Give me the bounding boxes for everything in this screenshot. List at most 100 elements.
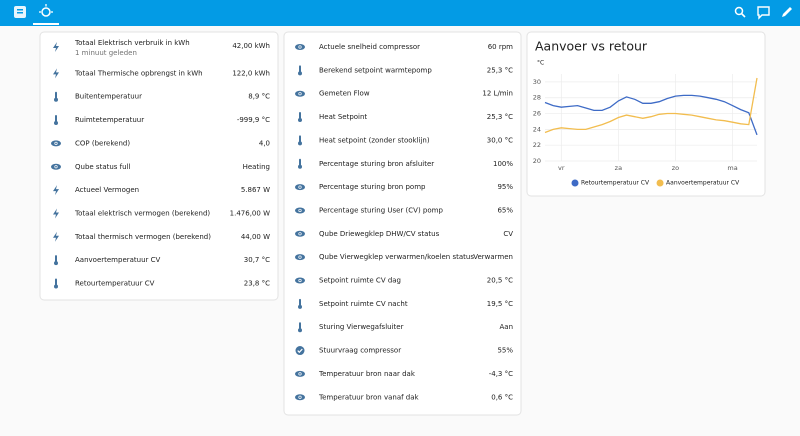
icon-eye — [299, 232, 301, 235]
icon-thermometer — [54, 261, 58, 266]
assist-icon — [757, 6, 770, 20]
entity-name: Qube Vierwegklep verwarmen/koelen status — [319, 253, 474, 261]
icon-thermometer — [298, 118, 302, 123]
entity-value: 44,00 W — [241, 233, 270, 241]
entity-value: 5.867 W — [241, 186, 270, 194]
line-series — [544, 94, 758, 136]
entity-name: Setpoint ruimte CV dag — [319, 277, 401, 285]
legend-swatch — [656, 179, 664, 187]
card — [526, 31, 766, 197]
icon-eye — [299, 186, 301, 189]
entity-value: 25,3 °C — [487, 66, 513, 74]
entity-value: CV — [503, 230, 513, 238]
tab-indicator — [33, 23, 59, 25]
search-icon — [740, 12, 746, 18]
entity-name: Aanvoertemperatuur CV — [75, 256, 161, 264]
y-tick-label: 26 — [533, 110, 541, 118]
entity-value: -999,9 °C — [237, 116, 270, 124]
icon-eye — [299, 373, 301, 375]
entity-value: 4,0 — [259, 139, 270, 147]
x-tick-label: vr — [558, 164, 565, 172]
card — [283, 31, 522, 416]
icon-eye — [299, 256, 301, 259]
search-button[interactable] — [734, 6, 746, 18]
icon-eye — [299, 46, 301, 48]
icon-thermometer — [298, 141, 302, 146]
entity-value: 42,00 kWh — [232, 42, 270, 50]
entity-value: 30,0 °C — [487, 136, 513, 144]
icon-flash — [53, 185, 59, 196]
x-tick-label: ma — [727, 164, 737, 172]
icon-thermometer — [55, 91, 57, 99]
icon-thermometer — [299, 135, 301, 143]
entity-value: 1.476,00 W — [230, 209, 270, 217]
icon-thermometer — [298, 304, 302, 309]
icon-flash — [53, 42, 59, 52]
entity-value: 30,7 °C — [244, 256, 270, 264]
icon-thermometer — [55, 255, 57, 263]
entity-value: 122,0 kWh — [232, 69, 270, 77]
legend-swatch — [571, 179, 579, 187]
entity-value: -4,3 °C — [489, 370, 513, 378]
card — [39, 31, 279, 301]
icon-eye — [55, 165, 57, 168]
icon-check — [295, 346, 305, 356]
entity-name: Sturing Vierwegafsluiter — [319, 323, 404, 331]
icon-thermometer — [299, 112, 301, 120]
legend-label: Retourtemperatuur CV — [581, 180, 650, 187]
entity-value: 0,6 °C — [491, 393, 513, 401]
icon-thermometer — [299, 65, 301, 73]
icon-thermometer — [55, 115, 57, 123]
x-tick-label: za — [615, 164, 622, 172]
entity-name: Temperatuur bron naar dak — [318, 370, 416, 378]
x-tick-label: zo — [672, 164, 679, 172]
entity-name: Buitentemperatuur — [75, 93, 142, 101]
entity-name: Totaal Elektrisch verbruik in kWh — [74, 39, 190, 47]
top-bar — [0, 0, 800, 26]
entity-name: Percentage sturing bron afsluiter — [319, 160, 434, 168]
icon-eye — [299, 92, 301, 95]
tab-icon — [41, 7, 51, 17]
tab-energy[interactable] — [39, 4, 53, 17]
entity-name: Heat Setpoint — [319, 113, 367, 121]
y-tick-label: 30 — [533, 78, 541, 86]
edit-icon — [782, 7, 792, 17]
entity-value: 19,5 °C — [487, 300, 513, 308]
entity-name: Setpoint ruimte CV nacht — [319, 300, 408, 308]
entity-value: 20,5 °C — [487, 277, 513, 285]
icon-thermometer — [54, 284, 58, 289]
chart-title: Aanvoer vs retour — [535, 39, 648, 54]
entity-secondary: 1 minuut geleden — [75, 49, 137, 57]
tab-icon-detail — [17, 12, 23, 14]
icon-thermometer — [298, 328, 302, 333]
icon-thermometer — [299, 158, 301, 166]
entity-value: 60 rpm — [488, 43, 513, 51]
legend-label: Aanvoertemperatuur CV — [666, 180, 740, 187]
icon-check — [297, 348, 303, 354]
entity-value: 23,8 °C — [244, 280, 270, 288]
entity-value: 12 L/min — [482, 90, 513, 98]
entity-name: Berekend setpoint warmtepomp — [319, 66, 432, 74]
icon-flash — [53, 231, 59, 242]
edit-button[interactable] — [782, 7, 792, 17]
entity-name: Percentage sturing User (CV) pomp — [319, 206, 443, 214]
entity-value: 95% — [497, 183, 513, 191]
entity-name: Percentage sturing bron pomp — [319, 183, 426, 191]
assist-button[interactable] — [757, 6, 770, 20]
entity-name: Heat setpoint (zonder stooklijn) — [319, 136, 430, 144]
icon-flash — [53, 208, 59, 219]
icon-eye — [299, 279, 301, 282]
entity-name: Ruimtetemperatuur — [75, 116, 144, 124]
y-tick-label: 28 — [533, 94, 541, 102]
entity-value: 8,9 °C — [248, 93, 270, 101]
y-tick-label: 24 — [533, 125, 541, 133]
entity-name: Totaal Thermische opbrengst in kWh — [74, 69, 203, 77]
entity-value: 25,3 °C — [487, 113, 513, 121]
entity-value: 65% — [497, 206, 513, 214]
entity-name: Retourtemperatuur CV — [75, 280, 155, 288]
icon-eye — [299, 209, 301, 212]
icon-thermometer — [299, 322, 301, 330]
search-icon — [734, 6, 744, 16]
icon-thermometer — [299, 298, 301, 306]
